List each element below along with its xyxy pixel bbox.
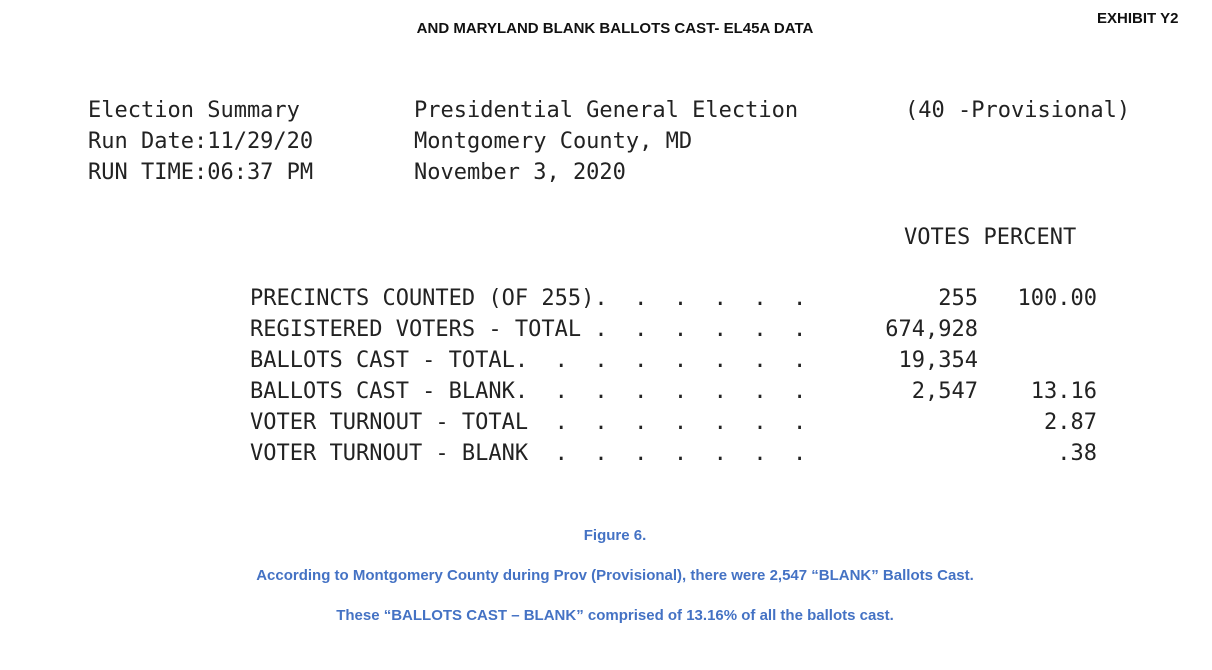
county-name: Montgomery County, MD bbox=[414, 129, 693, 154]
exhibit-label: EXHIBIT Y2 bbox=[1097, 10, 1179, 27]
caption-line-1: According to Montgomery County during Pr… bbox=[256, 567, 974, 584]
row-label-turnout-total: VOTER TURNOUT - TOTAL . . . . . . . bbox=[250, 410, 807, 435]
figure-label: Figure 6. bbox=[583, 527, 647, 544]
row-percent-precincts: 100.00 bbox=[1017, 286, 1097, 311]
election-date: November 3, 2020 bbox=[414, 160, 626, 185]
caption-line-2: These “BALLOTS CAST – BLANK” comprised o… bbox=[336, 607, 894, 624]
row-label-precincts: PRECINCTS COUNTED (OF 255). . . . . . bbox=[250, 286, 807, 311]
row-label-ballots-blank: BALLOTS CAST - BLANK. . . . . . . . bbox=[250, 379, 807, 404]
document-title: AND MARYLAND BLANK BALLOTS CAST- EL45A D… bbox=[416, 20, 814, 37]
row-votes-registered: 674,928 bbox=[885, 317, 978, 342]
row-percent-turnout-blank: .38 bbox=[1057, 441, 1097, 466]
ballot-category: (40 -Provisional) bbox=[905, 98, 1131, 123]
row-label-registered: REGISTERED VOTERS - TOTAL . . . . . . bbox=[250, 317, 807, 342]
report-type: Election Summary bbox=[88, 98, 300, 123]
row-votes-ballots-blank: 2,547 bbox=[911, 379, 978, 404]
row-percent-turnout-total: 2.87 bbox=[1044, 410, 1097, 435]
row-votes-precincts: 255 bbox=[938, 286, 978, 311]
table-column-headers: VOTES PERCENT bbox=[904, 225, 1077, 250]
row-label-ballots-total: BALLOTS CAST - TOTAL. . . . . . . . bbox=[250, 348, 807, 373]
run-time: RUN TIME:06:37 PM bbox=[88, 160, 314, 185]
row-votes-ballots-total: 19,354 bbox=[898, 348, 978, 373]
row-percent-ballots-blank: 13.16 bbox=[1030, 379, 1097, 404]
run-date: Run Date:11/29/20 bbox=[88, 129, 314, 154]
election-name: Presidential General Election bbox=[414, 98, 799, 123]
row-label-turnout-blank: VOTER TURNOUT - BLANK . . . . . . . bbox=[250, 441, 807, 466]
